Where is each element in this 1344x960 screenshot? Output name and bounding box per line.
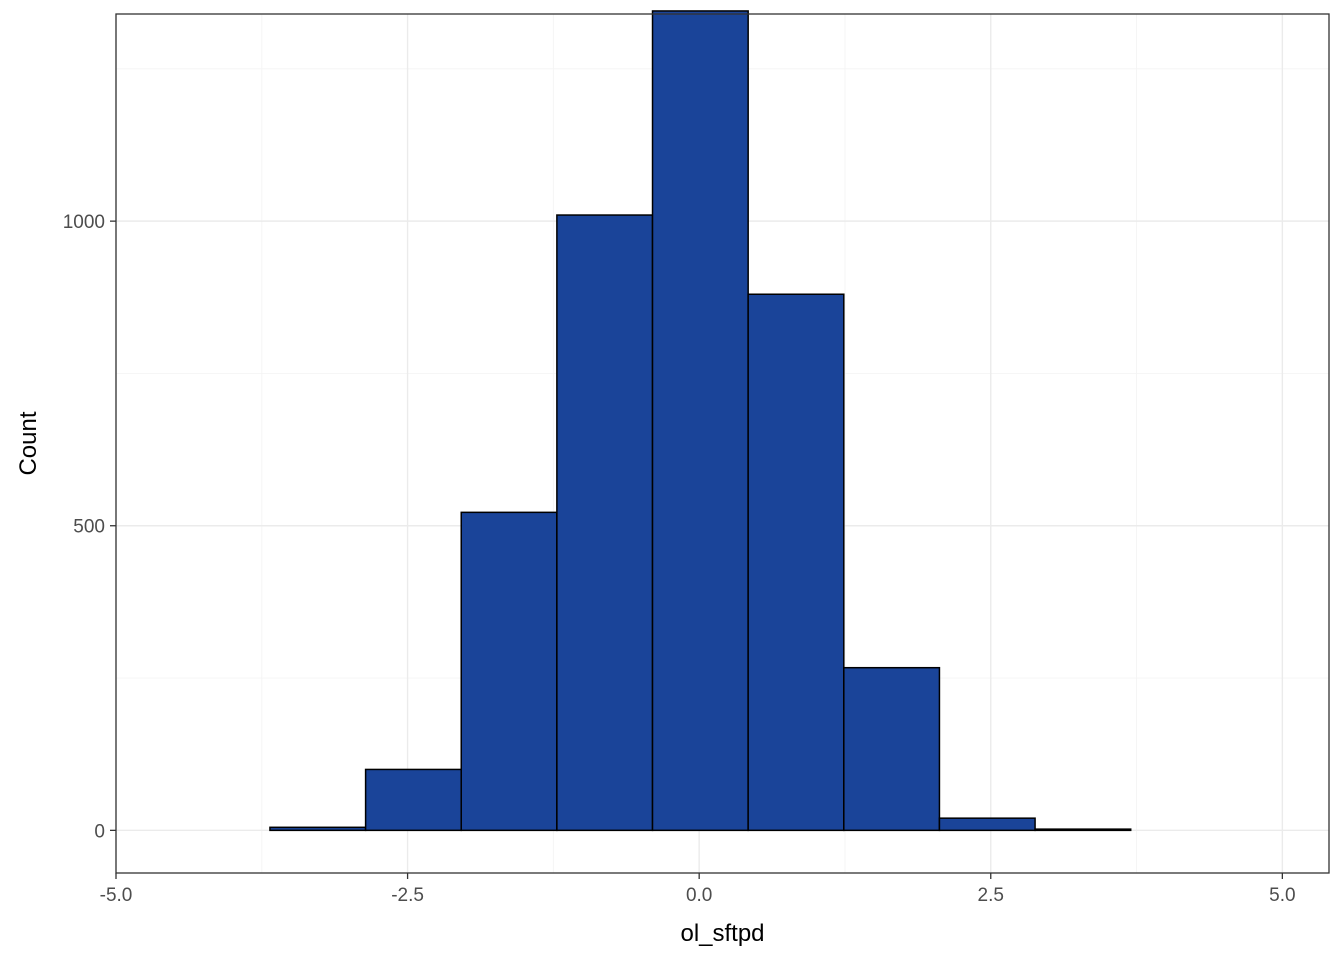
histogram-bar: [651, 10, 749, 832]
histogram-bar: [938, 817, 1036, 832]
y-axis: 0 500 1000: [63, 212, 116, 842]
histogram-bar: [364, 768, 462, 832]
histogram-bar: [1034, 828, 1132, 832]
x-tick-label: 0.0: [686, 885, 712, 906]
histogram-bar: [556, 214, 654, 832]
histogram-bars: [269, 10, 1132, 832]
histogram-bar: [269, 826, 367, 832]
x-tick-label: 2.5: [978, 885, 1004, 906]
plot-panel-border: [115, 13, 1330, 874]
x-tick-label: 5.0: [1269, 885, 1295, 906]
histogram-bar: [460, 511, 558, 832]
x-tick-label: -5.0: [100, 885, 133, 906]
y-tick-label: 500: [73, 517, 105, 538]
x-tick-label: -2.5: [391, 885, 424, 906]
histogram-bar: [747, 293, 845, 832]
histogram-bar: [843, 666, 941, 832]
x-axis-title: ol_sftpd: [680, 920, 764, 947]
y-tick-label: 1000: [63, 212, 105, 233]
y-tick-label: 0: [94, 821, 105, 842]
x-axis: -5.0 -2.5 0.0 2.5 5.0: [100, 873, 1296, 906]
y-axis-title: Count: [15, 411, 42, 475]
